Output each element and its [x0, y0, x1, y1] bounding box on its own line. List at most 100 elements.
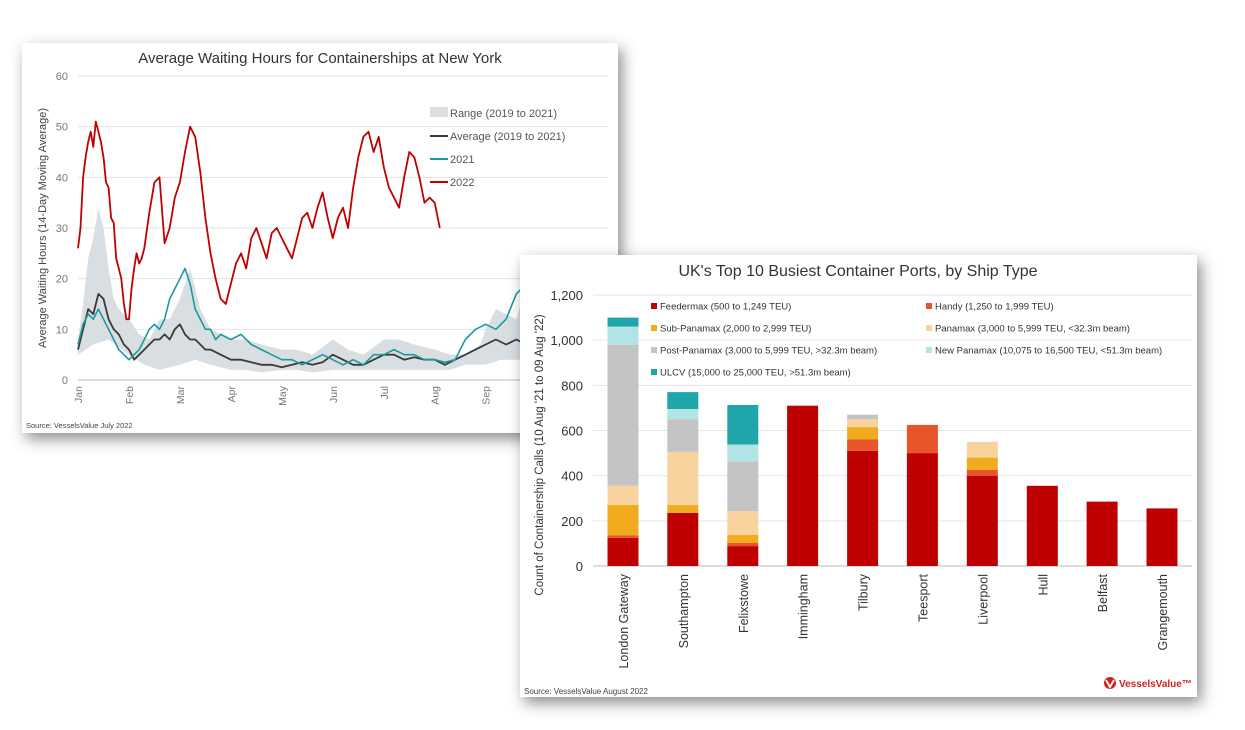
bar-segment — [906, 424, 938, 454]
bar-segment — [966, 441, 998, 458]
x-tick-label: Teesport — [916, 573, 930, 621]
x-tick-label: Jun — [328, 386, 340, 403]
x-tick-label: Belfast — [1096, 573, 1110, 612]
x-tick-label: Liverpool — [976, 574, 990, 625]
chart-title: Average Waiting Hours for Containerships… — [138, 50, 502, 67]
bar-segment — [667, 505, 699, 513]
bar-segment — [966, 470, 998, 476]
uk-ports-chart: UK's Top 10 Busiest Container Ports, by … — [524, 263, 1192, 696]
bar-segment — [727, 542, 759, 547]
waiting-hours-chart: Average Waiting Hours for Containerships… — [26, 50, 608, 430]
legend-range-swatch — [430, 107, 448, 117]
x-tick-label: Jan — [73, 386, 85, 403]
x-tick-label: Mar — [175, 386, 187, 405]
x-tick-label: Immingham — [797, 574, 811, 639]
x-tick-label: Felixstowe — [737, 574, 751, 633]
x-tick-label: Grangemouth — [1156, 574, 1170, 650]
legend-swatch — [651, 369, 657, 375]
bar-segment — [966, 457, 998, 470]
uk-ports-chart-card: UK's Top 10 Busiest Container Ports, by … — [520, 255, 1197, 697]
x-tick-label: Apr — [226, 386, 238, 403]
logo-text: VesselsValue™ — [1119, 679, 1192, 690]
bar-segment — [667, 409, 699, 420]
vesselsvalue-logo: VesselsValue™ — [1104, 677, 1192, 690]
bar-segment — [1086, 501, 1118, 566]
bar-segment — [847, 427, 879, 440]
line-2021 — [77, 267, 599, 366]
y-tick-label: 1,000 — [550, 333, 583, 348]
bar-segment — [847, 419, 879, 428]
x-tick-label: Jul — [379, 386, 391, 399]
y-tick-label: 400 — [561, 469, 583, 484]
legend-average: Average (2019 to 2021) — [450, 131, 565, 143]
bar-segment — [607, 344, 639, 486]
legend-swatch — [651, 325, 657, 331]
legend-range: Range (2019 to 2021) — [450, 108, 557, 120]
bar-segment — [847, 450, 879, 566]
legend-swatch — [651, 347, 657, 353]
legend: Feedermax (500 to 1,249 TEU) Handy (1,250… — [651, 302, 1162, 379]
bar-segment — [607, 505, 639, 536]
chart-title: UK's Top 10 Busiest Container Ports, by … — [678, 263, 1037, 280]
y-tick-label: 40 — [56, 172, 68, 184]
plot-area — [77, 120, 603, 373]
bar-segment — [906, 453, 938, 566]
x-tick-label: May — [277, 385, 289, 406]
y-tick-label: 0 — [62, 375, 68, 387]
y-tick-label: 800 — [561, 378, 583, 393]
bar-segment — [847, 414, 879, 420]
bar-segment — [607, 326, 639, 345]
legend-item: Feedermax (500 to 1,249 TEU) — [660, 302, 791, 313]
legend-swatch — [926, 303, 932, 309]
range-band — [78, 207, 603, 373]
bar-segment — [966, 475, 998, 566]
y-axis-label: Count of Containership Calls (10 Aug '21… — [534, 314, 546, 595]
legend-item: New Panamax (10,075 to 16,500 TEU, <51.3… — [935, 346, 1162, 357]
x-tick-label: Aug — [430, 386, 442, 405]
line-2022 — [77, 120, 441, 321]
x-tick-label: Feb — [124, 386, 136, 404]
legend-item: Handy (1,250 to 1,999 TEU) — [935, 302, 1054, 313]
x-tick-label: London Gateway — [617, 573, 631, 668]
bar-segment — [727, 534, 759, 543]
bar-segment — [667, 392, 699, 409]
bar-segment — [667, 452, 699, 506]
y-tick-label: 20 — [56, 274, 68, 286]
legend: Range (2019 to 2021) Average (2019 to 202… — [430, 107, 565, 189]
y-tick-label: 0 — [576, 559, 583, 574]
legend-swatch — [926, 325, 932, 331]
y-tick-label: 200 — [561, 514, 583, 529]
y-tick-label: 60 — [56, 71, 68, 83]
bar-segment — [727, 444, 759, 462]
legend-swatch — [926, 347, 932, 353]
legend-swatch — [651, 303, 657, 309]
legend-item: ULCV (15,000 to 25,000 TEU, >51.3m beam) — [660, 368, 851, 379]
bars — [607, 317, 1178, 566]
legend-2022: 2022 — [450, 177, 474, 189]
bar-segment — [1026, 485, 1058, 566]
y-tick-label: 10 — [56, 324, 68, 336]
bar-segment — [727, 405, 759, 445]
x-tick-label: Southampton — [677, 574, 691, 648]
bar-segment — [787, 405, 819, 566]
x-tick-label: Tilbury — [857, 573, 871, 611]
bar-segment — [667, 419, 699, 452]
axis-ticks: 0 200 400 600 800 1,000 1,200 London Gateway Sou… — [550, 288, 1170, 669]
y-tick-label: 1,200 — [550, 288, 583, 303]
bar-segment — [667, 512, 699, 566]
y-tick-label: 50 — [56, 122, 68, 134]
y-tick-label: 30 — [56, 223, 68, 235]
bar-segment — [607, 485, 639, 505]
source-note: Source: VesselsValue July 2022 — [26, 421, 133, 430]
y-tick-label: 600 — [561, 424, 583, 439]
bar-segment — [727, 511, 759, 535]
bar-segment — [727, 461, 759, 512]
bar-segment — [607, 317, 639, 327]
x-tick-label: Hull — [1036, 574, 1050, 596]
waiting-hours-chart-card: Average Waiting Hours for Containerships… — [22, 43, 618, 433]
bar-segment — [847, 439, 879, 451]
bar-segment — [1146, 508, 1178, 566]
bar-segment — [607, 535, 639, 538]
y-axis-label: Average Waiting Hours (14-Day Moving Ave… — [37, 108, 49, 348]
legend-item: Panamax (3,000 to 5,999 TEU, <32.3m beam… — [935, 324, 1130, 335]
